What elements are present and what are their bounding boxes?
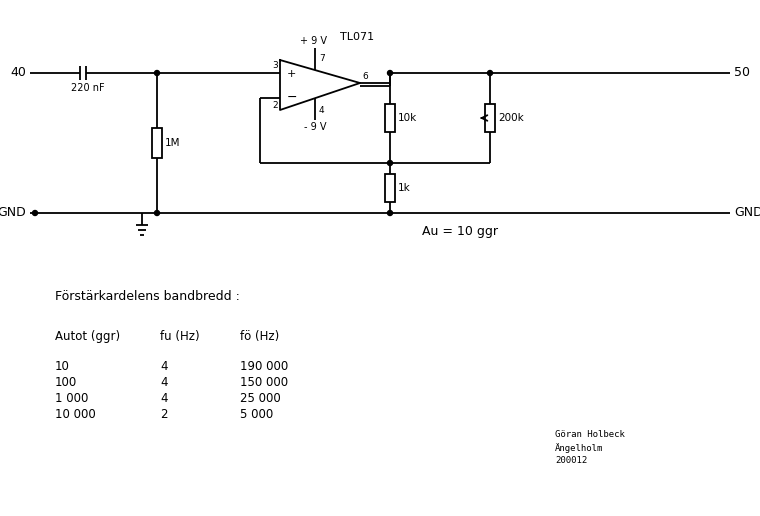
Circle shape	[388, 211, 392, 216]
Text: −: −	[287, 90, 297, 104]
Circle shape	[154, 211, 160, 216]
Text: 10k: 10k	[398, 113, 417, 123]
Text: 4: 4	[160, 360, 167, 373]
Circle shape	[487, 71, 492, 75]
Text: GND: GND	[734, 206, 760, 219]
Text: 3: 3	[272, 61, 278, 70]
Text: 1k: 1k	[398, 183, 410, 193]
Text: 25 000: 25 000	[240, 392, 280, 405]
Text: 220 nF: 220 nF	[71, 83, 105, 93]
Text: Ängelholm: Ängelholm	[555, 443, 603, 453]
Text: 10 000: 10 000	[55, 408, 96, 421]
Text: +: +	[287, 69, 296, 79]
Text: 6: 6	[362, 72, 368, 81]
Bar	[152, 128, 162, 158]
Text: 1 000: 1 000	[55, 392, 88, 405]
Bar	[385, 104, 395, 132]
Text: 2: 2	[272, 101, 278, 110]
Circle shape	[154, 71, 160, 75]
Text: 7: 7	[319, 54, 325, 62]
Text: fu (Hz): fu (Hz)	[160, 330, 200, 343]
Text: Au = 10 ggr: Au = 10 ggr	[422, 225, 498, 238]
Text: 1M: 1M	[165, 138, 181, 148]
Text: 150 000: 150 000	[240, 376, 288, 389]
Text: + 9 V: + 9 V	[299, 36, 327, 46]
Text: TL071: TL071	[340, 32, 374, 42]
Bar	[385, 174, 395, 202]
Text: 190 000: 190 000	[240, 360, 288, 373]
Text: 4: 4	[160, 392, 167, 405]
Text: - 9 V: - 9 V	[304, 122, 326, 132]
Bar	[485, 104, 495, 132]
Text: 4: 4	[160, 376, 167, 389]
Text: 40: 40	[10, 67, 26, 79]
Text: Göran Holbeck: Göran Holbeck	[555, 430, 625, 439]
Text: 50: 50	[734, 67, 750, 79]
Text: 200012: 200012	[555, 456, 587, 465]
Circle shape	[33, 211, 37, 216]
Text: Förstärkardelens bandbredd :: Förstärkardelens bandbredd :	[55, 290, 240, 303]
Circle shape	[388, 160, 392, 166]
Circle shape	[388, 71, 392, 75]
Text: 5 000: 5 000	[240, 408, 274, 421]
Text: 200k: 200k	[498, 113, 524, 123]
Text: Autot (ggr): Autot (ggr)	[55, 330, 120, 343]
Text: 4: 4	[319, 106, 325, 115]
Text: fö (Hz): fö (Hz)	[240, 330, 279, 343]
Text: 10: 10	[55, 360, 70, 373]
Text: 2: 2	[160, 408, 167, 421]
Text: 100: 100	[55, 376, 78, 389]
Text: GND: GND	[0, 206, 26, 219]
